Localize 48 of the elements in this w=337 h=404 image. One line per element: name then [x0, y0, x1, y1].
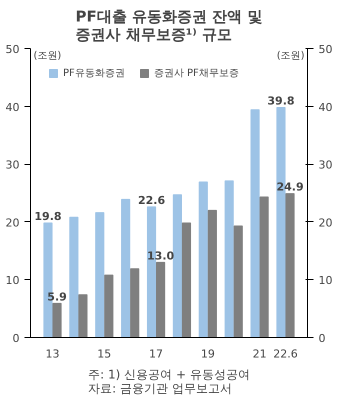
y-axis-title: (조원): [34, 50, 62, 62]
bar: [156, 262, 166, 338]
data-label: 19.8: [34, 210, 62, 224]
data-label: 24.9: [276, 180, 304, 194]
bar: [250, 109, 260, 338]
bar: [130, 268, 140, 338]
bar: [172, 194, 182, 338]
text: 주: 1) 신용공여 + 유동성공여: [88, 368, 250, 382]
bar: [121, 198, 130, 338]
bar: [52, 302, 62, 338]
x-tick-label: 21: [252, 348, 267, 360]
y-tick-label: 20: [6, 216, 20, 230]
bar: [69, 216, 78, 338]
y2-tick-label: 10: [318, 274, 332, 288]
x-tick-label: 17: [149, 348, 164, 360]
bar: [208, 210, 217, 338]
y2-tick-label: 40: [318, 100, 332, 114]
y-tick-label: 40: [6, 100, 20, 114]
bar: [104, 274, 114, 338]
y-tick-label: 50: [6, 43, 20, 56]
legend-label: 증권사 PF채무보증: [154, 67, 239, 80]
y2-tick-label: 20: [318, 216, 332, 230]
chart-title: PF대출 유동화증권 잔액 및 증권사 채무보증¹⁾ 규모: [76, 8, 262, 44]
y2-tick-label: 50: [318, 43, 332, 56]
legend-label: PF유동화증권: [63, 67, 125, 80]
data-label: 39.8: [267, 94, 295, 108]
data-label: 22.6: [138, 194, 166, 207]
y-tick-label: 0: [12, 332, 20, 345]
bar: [78, 294, 88, 338]
bar: [182, 222, 192, 338]
x-tick-label: 13: [46, 348, 60, 360]
bar: [234, 225, 243, 338]
data-label: 13.0: [147, 249, 175, 262]
x-tick-label: 22.6: [273, 348, 298, 360]
data-label: 5.9: [47, 290, 67, 304]
y2-axis-title: (조원): [276, 50, 305, 62]
y-tick-label: 30: [6, 158, 20, 172]
y2-tick-label: 30: [318, 158, 332, 172]
y-tick-label: 10: [6, 274, 20, 288]
text: 자료: 금융기관 업무보고서: [88, 382, 232, 396]
bar: [260, 196, 269, 338]
bar: [198, 182, 208, 338]
x-tick-label: 15: [97, 348, 112, 360]
x-tick-label: 19: [200, 348, 215, 360]
bar: [95, 212, 104, 338]
bar: [224, 180, 234, 338]
bar: [285, 193, 295, 338]
y2-tick-label: 0: [318, 332, 326, 345]
